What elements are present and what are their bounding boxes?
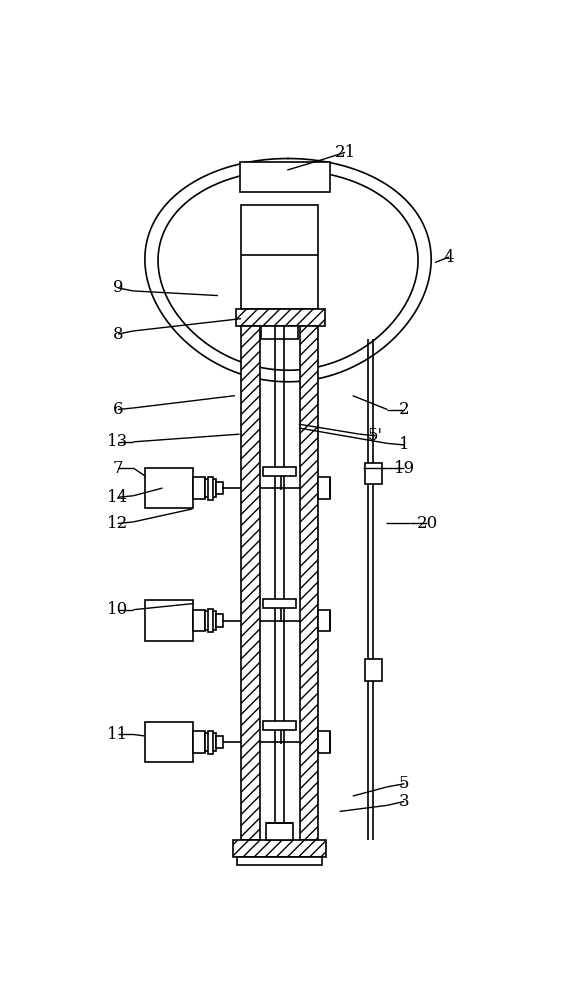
Text: 4: 4 xyxy=(443,249,454,266)
Bar xyxy=(145,600,193,641)
Text: 6: 6 xyxy=(112,401,123,418)
Bar xyxy=(261,326,298,339)
Bar xyxy=(318,610,330,631)
Bar xyxy=(239,162,330,192)
Text: 8: 8 xyxy=(112,326,123,343)
Text: 5: 5 xyxy=(399,775,410,792)
Bar xyxy=(300,326,318,840)
Text: 21: 21 xyxy=(334,144,356,161)
Bar xyxy=(145,722,193,762)
Bar xyxy=(262,466,297,476)
Bar xyxy=(216,482,223,494)
Bar xyxy=(193,477,205,499)
Text: 11: 11 xyxy=(107,726,129,743)
Bar xyxy=(365,659,382,681)
Bar xyxy=(262,599,297,608)
Text: 13: 13 xyxy=(107,433,129,450)
Bar xyxy=(318,477,330,499)
Text: 5': 5' xyxy=(368,427,383,444)
Bar xyxy=(235,309,325,326)
Text: 19: 19 xyxy=(394,460,415,477)
Text: 9: 9 xyxy=(112,279,123,296)
Bar xyxy=(241,205,318,309)
Bar xyxy=(205,479,216,497)
Text: 14: 14 xyxy=(107,489,129,506)
Bar xyxy=(365,463,382,484)
Text: 10: 10 xyxy=(107,601,129,618)
Text: 7: 7 xyxy=(112,460,123,477)
Text: 3: 3 xyxy=(399,793,410,810)
Bar xyxy=(216,614,223,627)
Bar xyxy=(193,610,205,631)
Bar xyxy=(318,731,330,753)
Bar xyxy=(241,326,260,840)
Text: 12: 12 xyxy=(107,515,129,532)
Bar xyxy=(237,857,322,865)
Bar xyxy=(233,840,326,857)
Bar xyxy=(205,611,216,630)
Bar xyxy=(208,731,212,754)
Bar xyxy=(145,468,193,508)
Bar xyxy=(262,721,297,730)
Bar xyxy=(193,731,205,753)
Bar xyxy=(208,609,212,632)
Text: 1: 1 xyxy=(399,436,410,453)
Bar xyxy=(266,823,293,840)
Bar xyxy=(216,736,223,748)
Bar xyxy=(208,477,212,500)
Bar xyxy=(205,733,216,751)
Text: 20: 20 xyxy=(417,515,438,532)
Text: 2: 2 xyxy=(399,401,410,418)
